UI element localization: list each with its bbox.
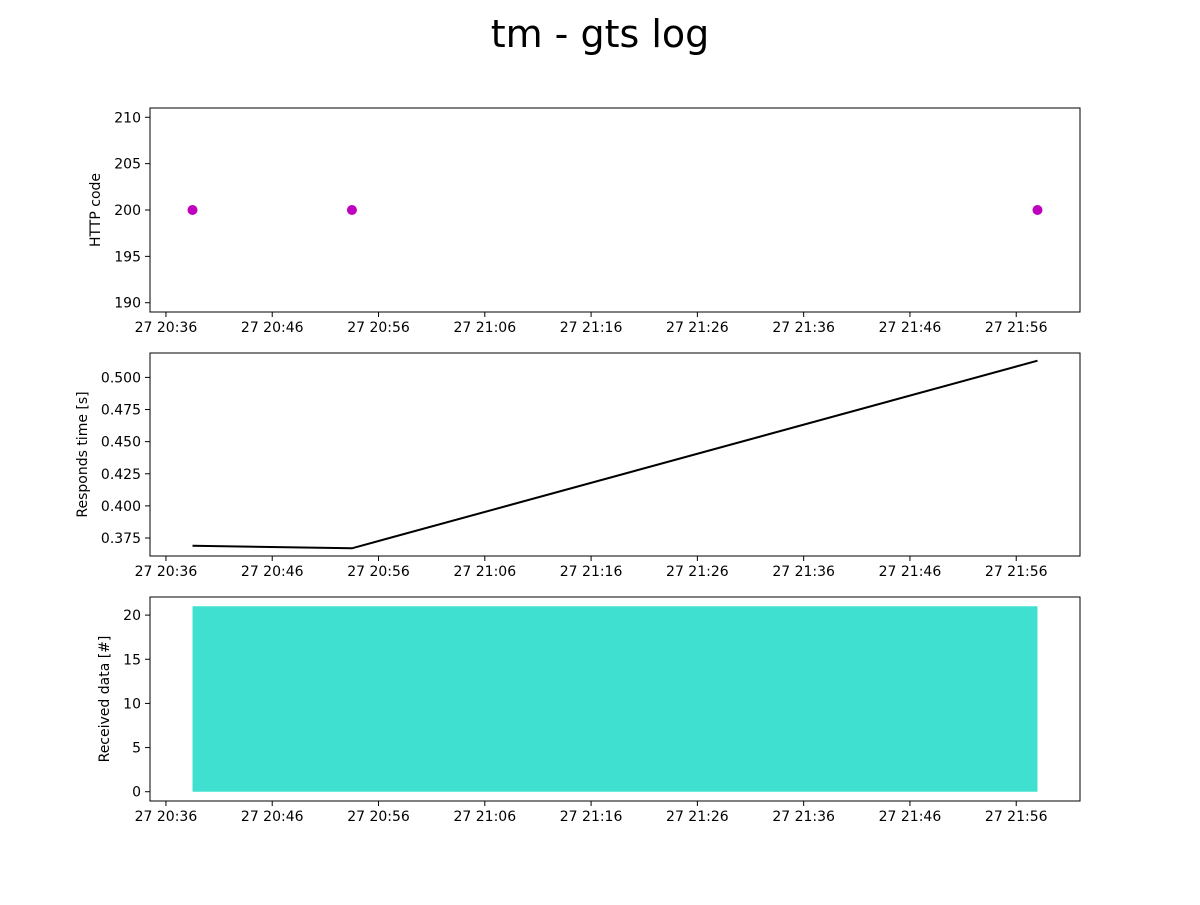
- y-tick-label: 0: [132, 785, 141, 801]
- axes-frame: [149, 596, 1081, 802]
- y-axis-label: Received data [#]: [97, 636, 113, 763]
- y-tick-label: 0.475: [101, 403, 141, 419]
- data-point: [346, 205, 357, 215]
- x-tick-label: 27 21:36: [772, 809, 835, 825]
- y-tick-label: 20: [123, 608, 141, 624]
- y-tick-label: 0.450: [101, 435, 141, 451]
- y-tick-label: 10: [123, 696, 141, 712]
- y-tick-label: 0.425: [101, 467, 141, 483]
- y-tick-label: 0.375: [101, 531, 141, 547]
- data-point: [187, 205, 198, 215]
- y-tick-label: 5: [132, 741, 141, 757]
- x-tick-label: 27 21:06: [453, 320, 516, 336]
- y-tick-label: 15: [123, 652, 141, 668]
- chart-panel-2: 27 20:36 27 20:46 27 20:56 27 21:06 27 21:16…: [75, 352, 1081, 580]
- chart-panel-3: 27 20:36 27 20:46 27 20:56 27 21:06 27 21:16…: [97, 596, 1081, 825]
- x-tick-label: 27 20:36: [135, 564, 198, 580]
- y-axis-label: HTTP code: [88, 173, 104, 247]
- axes-frame: [149, 107, 1081, 313]
- x-tick-label: 27 21:16: [560, 809, 623, 825]
- chart-panel-1: 27 20:36 27 20:46 27 20:56 27 21:06 27 21:16…: [88, 107, 1081, 336]
- y-tick-label: 205: [114, 157, 141, 173]
- y-tick-label: 200: [114, 203, 141, 219]
- x-tick-label: 27 21:36: [772, 564, 835, 580]
- y-tick-label: 210: [114, 110, 141, 126]
- x-tick-label: 27 20:46: [241, 809, 304, 825]
- x-tick-label: 27 21:46: [879, 564, 942, 580]
- x-tick-label: 27 21:56: [985, 809, 1048, 825]
- x-tick-label: 27 20:46: [241, 320, 304, 336]
- x-tick-label: 27 21:26: [666, 320, 729, 336]
- y-axis-label: Responds time [s]: [75, 391, 91, 517]
- x-tick-label: 27 21:26: [666, 809, 729, 825]
- series-line: [192, 359, 1038, 550]
- x-tick-label: 27 21:56: [985, 564, 1048, 580]
- x-tick-label: 27 21:26: [666, 564, 729, 580]
- x-tick-label: 27 20:56: [347, 809, 410, 825]
- x-tick-label: 27 21:06: [453, 564, 516, 580]
- x-tick-label: 27 21:06: [453, 809, 516, 825]
- x-tick-label: 27 20:56: [347, 320, 410, 336]
- data-point: [1032, 205, 1043, 215]
- x-tick-label: 27 21:36: [772, 320, 835, 336]
- x-tick-label: 27 21:16: [560, 320, 623, 336]
- y-tick-label: 0.400: [101, 499, 141, 515]
- area-fill: [192, 606, 1038, 792]
- y-tick-label: 0.500: [101, 370, 141, 386]
- x-tick-label: 27 21:16: [560, 564, 623, 580]
- x-tick-label: 27 21:46: [879, 320, 942, 336]
- axes-frame: [149, 352, 1081, 557]
- figure-title: tm - gts log: [490, 12, 710, 56]
- y-tick-label: 190: [114, 296, 141, 312]
- y-tick-label: 195: [114, 249, 141, 265]
- x-tick-label: 27 20:56: [347, 564, 410, 580]
- x-tick-label: 27 21:46: [879, 809, 942, 825]
- x-tick-label: 27 20:46: [241, 564, 304, 580]
- x-tick-label: 27 20:36: [135, 809, 198, 825]
- x-tick-label: 27 21:56: [985, 320, 1048, 336]
- x-tick-label: 27 20:36: [135, 320, 198, 336]
